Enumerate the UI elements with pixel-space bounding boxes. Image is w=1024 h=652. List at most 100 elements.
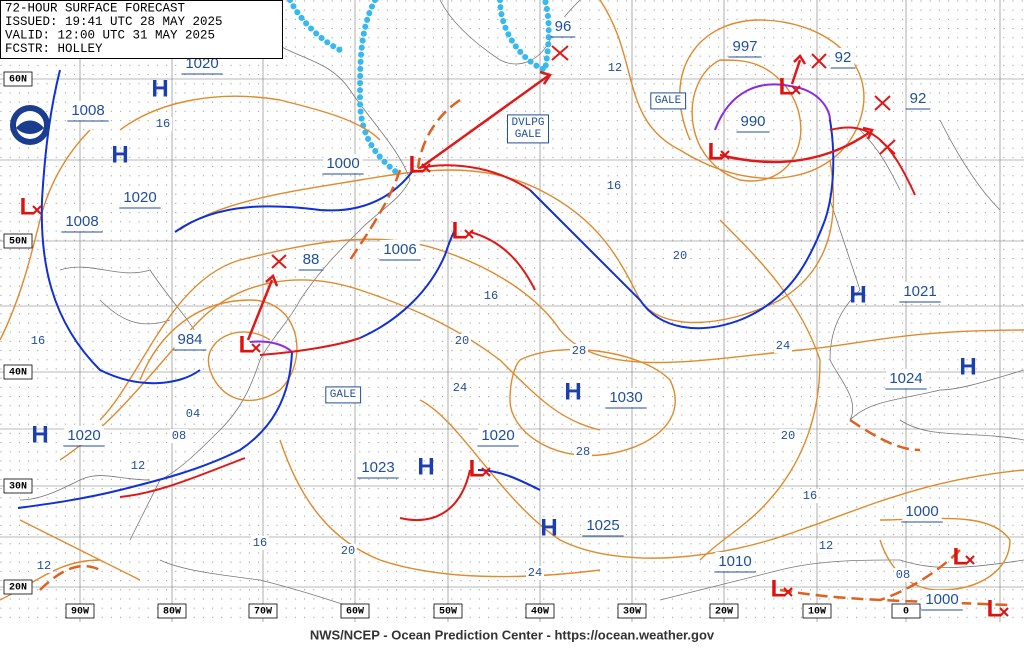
pressure-label: 1000: [905, 503, 938, 520]
header-line: ISSUED: 19:41 UTC 28 MAY 2025: [5, 15, 223, 29]
latitude-label: 20N: [9, 583, 27, 594]
latitude-label-box: [3, 233, 33, 249]
isobar-label: 28: [576, 445, 590, 459]
isobar-label: 16: [607, 179, 621, 193]
low-center: L: [469, 455, 484, 482]
warning-label: DVLPG: [511, 117, 544, 129]
low-center-x: [720, 150, 730, 160]
longitude-label-box: [709, 603, 739, 619]
isobar-label: 28: [572, 344, 586, 358]
pressure-label-bg: [299, 249, 323, 269]
longitude-label-box: [525, 603, 555, 619]
isobar-label: 08: [896, 568, 910, 582]
pressure-label-bg: [922, 589, 962, 609]
high-center: H: [540, 514, 557, 541]
isobar-label-bg: [129, 459, 147, 473]
isobar-label-bg: [29, 334, 47, 348]
noaa-logo: [10, 105, 50, 145]
isobar-label: 20: [673, 249, 687, 263]
high-center: H: [151, 75, 168, 102]
pressure-label-bg: [906, 88, 930, 108]
header-line: FCSTR: HOLLEY: [5, 42, 103, 56]
isobar-label-bg: [606, 61, 624, 75]
footer-band: [0, 622, 1024, 652]
pressure-label-bg: [380, 239, 420, 259]
longitude-label: 60W: [346, 607, 364, 618]
longitude-label-box: [340, 603, 370, 619]
high-center: H: [959, 353, 976, 380]
isobar-label-bg: [894, 568, 912, 582]
low-center-x: [783, 587, 793, 597]
pressure-label-bg: [831, 47, 855, 67]
isobar-label-bg: [570, 344, 588, 358]
pressure-label-bg: [64, 425, 104, 445]
pressure-label: 1020: [481, 427, 514, 444]
pressure-label-bg: [551, 16, 575, 36]
warning-label: GALE: [330, 389, 357, 401]
longitude-label-box: [65, 603, 95, 619]
pressure-label: 1008: [71, 102, 104, 119]
isobar-label: 16: [484, 289, 498, 303]
isobar-label: 24: [776, 339, 790, 353]
latitude-label: 40N: [9, 368, 27, 379]
warning-label: GALE: [515, 129, 542, 141]
graticule: [0, 0, 1024, 622]
pressure-label: 1020: [67, 427, 100, 444]
pressure-label-bg: [68, 100, 108, 120]
isobars: [0, 0, 1024, 601]
latitude-label-box: [3, 579, 33, 595]
labels: 60N 50N 40N 30N 20N 90W 80W 70W 60W 50W 40W 30W 20W 1…: [3, 16, 1009, 622]
pressure-label-bg: [886, 368, 926, 388]
pressure-label: 1030: [609, 389, 642, 406]
header-line: 72-HOUR SURFACE FORECAST: [5, 1, 186, 15]
pressure-label-bg: [323, 153, 363, 173]
pressure-label: 997: [732, 38, 757, 55]
pressure-label: 1021: [903, 283, 936, 300]
low-center-x: [481, 467, 491, 477]
longitude-label: 10W: [808, 607, 826, 618]
longitude-label: 70W: [254, 607, 272, 618]
isobar-label-bg: [817, 539, 835, 553]
isobar-label-bg: [779, 429, 797, 443]
footer: NWS/NCEP - Ocean Prediction Center - htt…: [310, 627, 715, 642]
low-center-x: [32, 205, 42, 215]
isobar-label-bg: [526, 566, 544, 580]
longitude-label-box: [891, 603, 921, 619]
latitude-label-box: [3, 364, 33, 380]
pressure-label: 96: [555, 18, 572, 35]
low-center-x: [791, 85, 801, 95]
low-center: L: [409, 151, 424, 178]
low-center: L: [953, 543, 968, 570]
isobar-label: 16: [803, 489, 817, 503]
isobar-label-bg: [170, 429, 188, 443]
low-center: L: [239, 331, 254, 358]
isobar-label: 16: [31, 334, 45, 348]
pressure-label: 88: [303, 251, 320, 268]
low-center: L: [708, 138, 723, 165]
isobar-label-bg: [671, 249, 689, 263]
low-center-x: [421, 163, 431, 173]
isobar-label: 04: [186, 407, 200, 421]
high-center: H: [417, 453, 434, 480]
pressure-label-bg: [174, 329, 206, 349]
longitude-label: 50W: [439, 607, 457, 618]
pressure-label: 984: [177, 331, 202, 348]
isobar-label: 16: [156, 117, 170, 131]
low-center: L: [771, 575, 786, 602]
fine-grid: [0, 0, 1024, 622]
pressure-label-bg: [902, 501, 942, 521]
low-center: L: [987, 595, 1002, 622]
low-center-x: [464, 229, 474, 239]
motion-arrows: [246, 45, 896, 341]
warning-box: [325, 386, 362, 404]
longitude-label-box: [802, 603, 832, 619]
longitude-label-box: [157, 603, 187, 619]
isobar-label: 24: [528, 566, 542, 580]
header-line: VALID: 12:00 UTC 31 MAY 2025: [5, 28, 215, 42]
isobar-label-bg: [801, 489, 819, 503]
latitude-label: 60N: [9, 75, 27, 86]
pressure-label: 1000: [326, 155, 359, 172]
isobar-label-bg: [35, 559, 53, 573]
